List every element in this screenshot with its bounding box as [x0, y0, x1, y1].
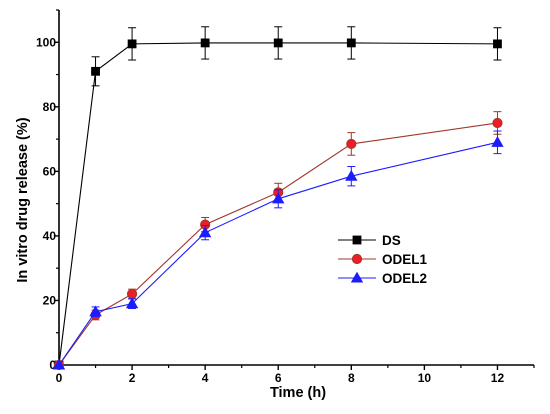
data-point-odel1	[126, 288, 138, 300]
x-tick-label: 2	[129, 371, 136, 385]
legend-item-odel2: ODEL2	[338, 271, 427, 286]
data-point-odel2	[272, 192, 285, 204]
data-point-ds	[493, 39, 502, 49]
axes: 0 2 4 6 8 10 12 0 20 40 60 80 100	[36, 9, 535, 385]
legend-marker-odel2	[350, 271, 364, 283]
legend-marker-ds	[352, 235, 362, 245]
legend-item-ds: DS	[338, 233, 401, 248]
legend-label-ds: DS	[382, 233, 401, 248]
y-tick-label: 0	[49, 358, 56, 372]
series-line-odel2	[58, 141, 498, 366]
legend-item-odel1: ODEL1	[338, 252, 428, 267]
y-tick-label: 100	[36, 35, 56, 49]
data-point-odel2	[89, 305, 102, 317]
legend-label-odel1: ODEL1	[382, 252, 428, 267]
x-tick-label: 8	[348, 371, 355, 385]
data-point-ds	[91, 66, 100, 76]
x-tick-label: 10	[418, 371, 432, 385]
series-odel1	[53, 111, 503, 371]
data-point-ds	[200, 38, 210, 48]
y-tick-label: 40	[43, 229, 57, 243]
data-point-ds	[127, 39, 137, 49]
data-point-odel2	[345, 169, 358, 181]
series-line-odel1	[58, 122, 498, 366]
y-axis-label: In vitro drug release (%)	[15, 117, 31, 282]
x-tick-label: 12	[491, 371, 505, 385]
series-layer	[52, 26, 504, 371]
x-tick-label: 0	[56, 371, 63, 385]
data-point-odel1	[492, 117, 503, 129]
x-axis-label: Time (h)	[270, 385, 326, 401]
y-tick-label: 80	[43, 100, 57, 114]
data-point-odel2	[198, 226, 212, 238]
y-tick-label: 60	[43, 164, 57, 178]
y-tick-label: 20	[43, 293, 57, 307]
legend-label-odel2: ODEL2	[382, 271, 427, 286]
legend-marker-odel1	[351, 253, 363, 265]
data-point-ds	[346, 38, 356, 48]
data-point-odel1	[346, 138, 357, 150]
legend: DS ODEL1 ODEL2	[338, 233, 428, 286]
data-point-odel2	[491, 136, 504, 147]
x-tick-label: 4	[202, 371, 209, 385]
data-point-ds	[273, 38, 283, 48]
data-point-odel2	[52, 358, 66, 370]
data-point-odel2	[125, 297, 139, 309]
series-odel2	[52, 130, 504, 370]
x-tick-label: 6	[275, 371, 282, 385]
